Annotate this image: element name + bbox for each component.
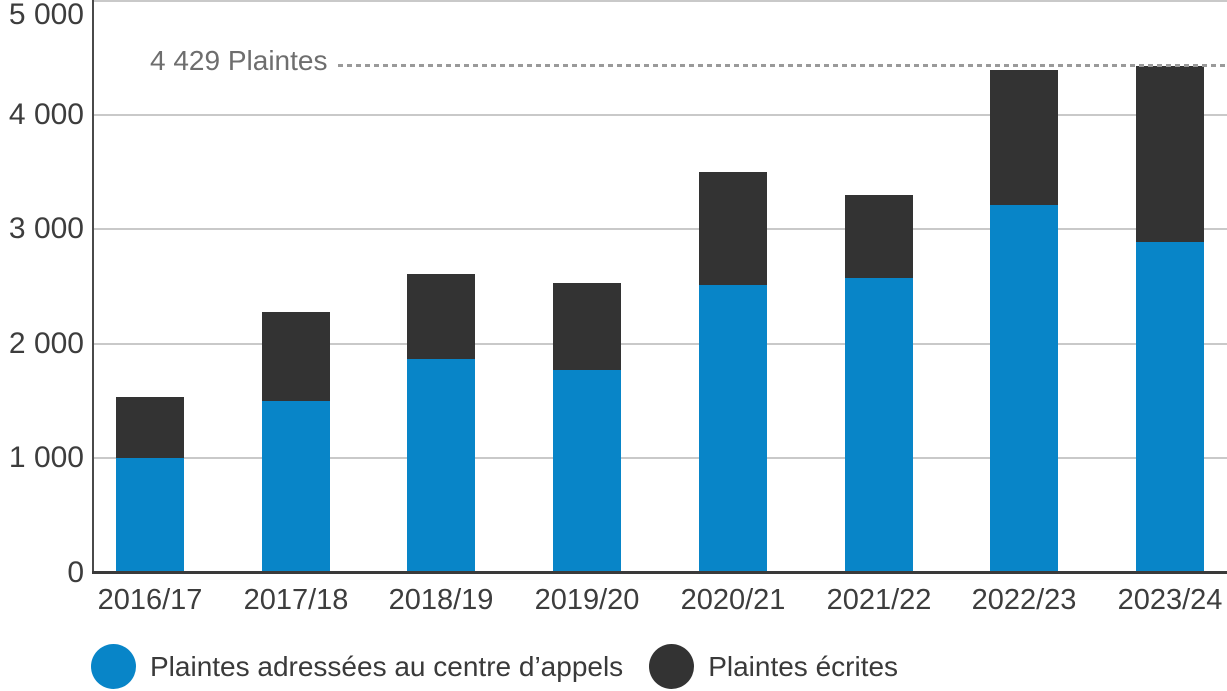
annotation-dotted-line — [338, 64, 1227, 67]
legend-swatch-icon — [649, 644, 695, 689]
x-tick-label-2020/21: 2020/21 — [680, 584, 786, 616]
bar-segment-ecrites-2021/22 — [845, 195, 913, 278]
bar-segment-appels-2020/21 — [699, 285, 767, 573]
bar-segment-appels-2023/24 — [1136, 242, 1204, 573]
x-axis-tick-labels: 2016/17 2017/18 2018/19 2019/20 2020/21 2021/… — [92, 584, 1227, 622]
y-tick-label: 0 — [67, 556, 84, 589]
bar-segment-ecrites-2020/21 — [699, 172, 767, 285]
gridline-1000 — [92, 457, 1227, 460]
bar-segment-appels-2019/20 — [553, 370, 621, 573]
bar-segment-appels-2018/19 — [407, 359, 475, 573]
bar-segment-appels-2017/18 — [262, 401, 330, 573]
legend-label: Plaintes écrites — [708, 650, 899, 682]
x-tick-label-2016/17: 2016/17 — [97, 584, 203, 616]
x-axis-line — [92, 571, 1227, 574]
bar-segment-appels-2022/23 — [990, 205, 1058, 573]
legend-label: Plaintes adressées au centre d’appels — [150, 650, 624, 682]
x-tick-label-2022/23: 2022/23 — [971, 584, 1077, 616]
y-tick-label: 4 000 — [8, 97, 84, 131]
x-tick-label-2023/24: 2023/24 — [1117, 584, 1223, 616]
gridline-2000 — [92, 342, 1227, 345]
bar-segment-appels-2021/22 — [845, 278, 913, 573]
plot-area: 4 429 Plaintes — [92, 0, 1227, 574]
bar-segment-ecrites-2019/20 — [553, 283, 621, 370]
bar-segment-ecrites-2017/18 — [262, 312, 330, 401]
bar-segment-ecrites-2022/23 — [990, 70, 1058, 205]
bar-segment-ecrites-2023/24 — [1136, 66, 1204, 242]
legend-item-appels: Plaintes adressées au centre d’appels — [91, 644, 623, 689]
y-tick-label: 2 000 — [8, 326, 84, 360]
bar-segment-ecrites-2016/17 — [116, 397, 184, 458]
x-tick-label-2019/20: 2019/20 — [534, 584, 640, 616]
bar-segment-ecrites-2018/19 — [407, 274, 475, 359]
annotation-label: 4 429 Plaintes — [150, 45, 328, 76]
y-tick-label: 1 000 — [8, 441, 84, 475]
x-tick-label-2017/18: 2017/18 — [243, 584, 349, 616]
legend-item-ecrites: Plaintes écrites — [649, 644, 898, 689]
y-axis-line — [92, 0, 94, 573]
x-tick-label-2021/22: 2021/22 — [826, 584, 932, 616]
x-tick-label-2018/19: 2018/19 — [388, 584, 494, 616]
y-tick-label: 5 000 — [8, 0, 84, 31]
y-tick-label: 3 000 — [8, 212, 84, 246]
gridline-4000 — [92, 113, 1227, 116]
bar-segment-appels-2016/17 — [116, 458, 184, 573]
gridline-3000 — [92, 228, 1227, 231]
gridline-5000 — [92, 0, 1227, 2]
legend-swatch-icon — [91, 644, 136, 689]
legend: Plaintes adressées au centre d’appels Pla… — [91, 644, 898, 689]
